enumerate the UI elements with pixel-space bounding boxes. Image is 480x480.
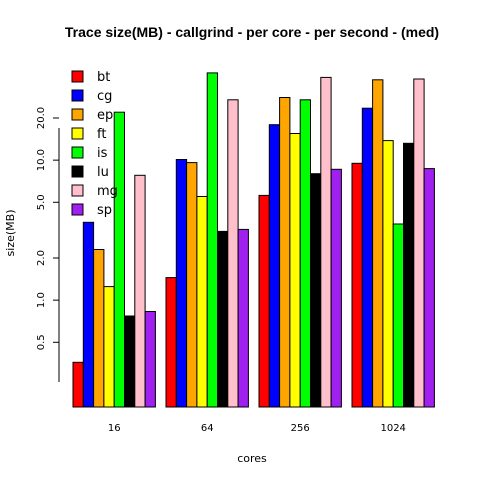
legend-label: ft xyxy=(97,127,106,142)
legend-swatch xyxy=(71,184,84,197)
bar-sp-16 xyxy=(144,311,156,408)
bar-bt-16 xyxy=(72,361,84,408)
x-axis-label: cores xyxy=(237,452,267,465)
y-tick-label: 20.0 xyxy=(36,107,47,129)
legend-swatch xyxy=(71,70,84,83)
bar-cg-1024 xyxy=(361,107,374,408)
bar-mg-1024 xyxy=(413,78,425,408)
bar-ft-256 xyxy=(289,133,301,408)
bar-is-256 xyxy=(299,99,312,408)
bar-sp-256 xyxy=(330,168,342,408)
y-axis-ticks: 0.5 1.0 2.0 5.0 10.0 20.0 xyxy=(36,107,59,350)
x-tick-label: 64 xyxy=(201,423,214,434)
y-tick-label: 5.0 xyxy=(36,194,47,210)
legend-swatch xyxy=(71,108,84,121)
bar-groups xyxy=(72,72,435,408)
bar-ft-64 xyxy=(196,196,208,408)
bar-is-64 xyxy=(206,72,218,408)
bar-lu-256 xyxy=(310,173,322,408)
bar-lu-64 xyxy=(217,230,229,408)
legend-label: bt xyxy=(97,70,110,85)
bar-group-16 xyxy=(72,111,156,408)
bar-is-1024 xyxy=(392,223,405,408)
bar-bt-1024 xyxy=(351,162,363,408)
bar-group-256 xyxy=(258,76,342,408)
y-tick-label: 1.0 xyxy=(36,292,47,308)
legend-swatch xyxy=(71,165,84,178)
legend-item-is: is xyxy=(71,146,108,161)
bar-group-1024 xyxy=(351,78,435,408)
bar-group-64 xyxy=(165,72,249,408)
x-tick-label: 256 xyxy=(291,423,310,434)
bar-cg-64 xyxy=(175,159,188,408)
legend-swatch xyxy=(71,146,84,159)
bar-sp-1024 xyxy=(423,168,435,408)
x-axis-tick-labels: 16 64 256 1024 xyxy=(108,423,406,434)
legend-item-mg: mg xyxy=(71,184,118,199)
bar-ep-256 xyxy=(279,97,291,408)
legend-label: is xyxy=(97,146,108,161)
legend-label: mg xyxy=(97,184,118,199)
bar-mg-64 xyxy=(227,99,239,408)
bar-ft-1024 xyxy=(382,140,394,408)
bar-ft-16 xyxy=(103,286,115,408)
bar-bt-64 xyxy=(165,277,177,408)
x-tick-label: 16 xyxy=(108,423,121,434)
y-tick-label: 0.5 xyxy=(36,334,47,350)
legend-item-ft: ft xyxy=(71,127,106,142)
bar-cg-256 xyxy=(268,124,281,408)
legend-swatch xyxy=(71,127,84,140)
y-tick-label: 2.0 xyxy=(36,250,47,266)
legend-item-cg: cg xyxy=(71,89,112,104)
bar-bt-256 xyxy=(258,194,270,408)
legend-item-bt: bt xyxy=(71,70,110,85)
x-tick-label: 1024 xyxy=(380,423,405,434)
legend-label: ep xyxy=(97,108,113,123)
bar-ep-64 xyxy=(186,162,198,408)
bar-sp-64 xyxy=(237,228,249,408)
y-axis-label: size(MB) xyxy=(4,210,17,257)
bar-ep-16 xyxy=(93,249,105,408)
legend: bt cg ep ft is lu mg sp xyxy=(71,70,118,218)
legend-swatch xyxy=(71,89,84,102)
legend-item-lu: lu xyxy=(71,165,109,180)
bar-lu-1024 xyxy=(403,142,415,408)
bar-lu-16 xyxy=(124,315,136,408)
bar-mg-256 xyxy=(320,76,332,408)
legend-item-ep: ep xyxy=(71,108,113,123)
bar-ep-1024 xyxy=(372,79,384,408)
y-tick-label: 10.0 xyxy=(36,149,47,171)
bar-cg-16 xyxy=(82,221,95,408)
legend-label: lu xyxy=(97,165,109,180)
legend-label: cg xyxy=(97,89,112,104)
legend-item-sp: sp xyxy=(71,203,112,218)
legend-swatch xyxy=(71,203,84,216)
legend-label: sp xyxy=(97,203,112,218)
bar-mg-16 xyxy=(134,174,146,408)
bar-is-16 xyxy=(113,111,125,408)
chart-title: Trace size(MB) - callgrind - per core - … xyxy=(65,24,439,40)
